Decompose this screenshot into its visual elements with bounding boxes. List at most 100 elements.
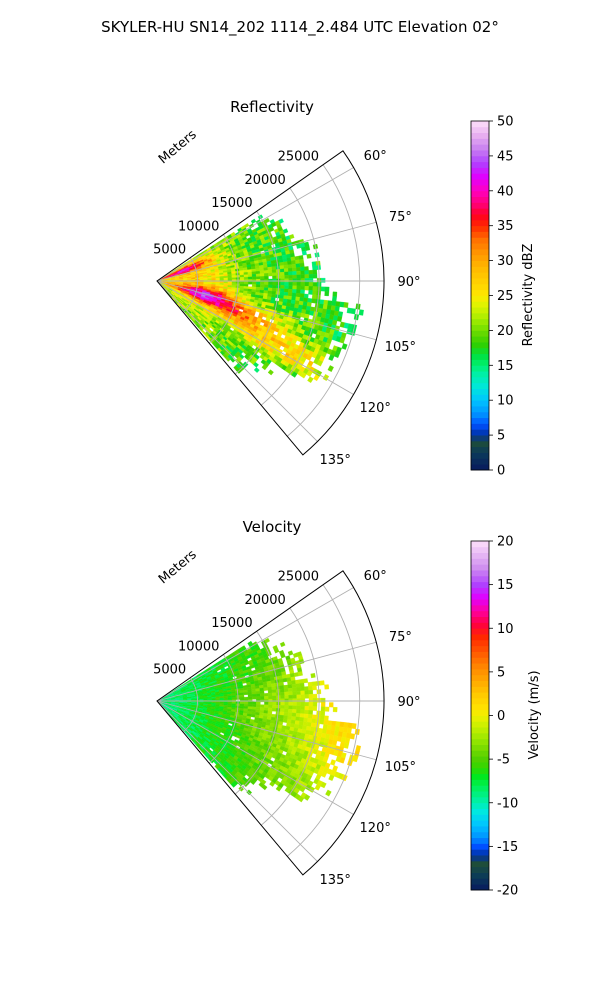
reflectivity-cell [324,286,330,292]
velocity-cell [287,680,292,686]
velocity-cell [227,697,233,700]
velocity-cell [260,698,265,703]
velocity-cell [272,695,277,700]
azimuth-tick-label: 135° [320,873,351,888]
velocity-cell [351,723,357,730]
reflectivity-cell [271,290,277,295]
velocity-cell [239,697,245,700]
velocity-cell [288,698,293,703]
colorbar-tick-label: 10 [497,394,514,409]
reflectivity-cell [292,271,297,276]
colorbar-tick-label: 5 [497,429,505,444]
reflectivity-cell [264,275,269,280]
velocity-cell [304,709,309,715]
reflectivity-cell [292,278,297,283]
velocity-cell [296,690,301,696]
velocity-cell [324,706,330,712]
colorbar-segment [471,208,489,215]
colorbar-segment [471,429,489,436]
velocity-cell [320,706,326,712]
velocity-cell [250,714,256,718]
reflectivity-cell [288,271,293,276]
reflectivity-cell [271,287,277,292]
colorbar-tick-label: -10 [497,796,518,811]
reflectivity-cell [288,285,293,290]
reflectivity-cell [320,286,326,292]
reflectivity-cell [300,270,305,275]
reflectivity-cell [312,269,318,275]
range-ring-20000 [260,187,320,406]
velocity-colorbar: -20 -15 -10 -5 0 5 10 15 20 [470,535,518,899]
colorbar-tick-label: 5 [497,665,505,680]
range-tick-label: 20000 [244,173,285,188]
velocity-cell [264,701,269,706]
reflectivity-cell [247,281,253,285]
reflectivity-ticks: 5000 10000 15000 20000 25000 60° 75° 90° 105° 120… [153,149,420,468]
velocity-cell [331,720,337,727]
reflectivity-cell [284,285,289,290]
reflectivity-cell [320,277,326,283]
reflectivity-cell [283,291,289,297]
velocity-cell [264,704,269,708]
reflectivity-cell [311,294,317,300]
reflectivity-cell [215,278,220,281]
reflectivity-cell [272,284,277,289]
colorbar-segment [471,161,489,168]
velocity-cell [239,701,245,705]
velocity-cell [287,650,294,656]
velocity-cell [215,698,220,701]
reflectivity-cell [255,286,261,291]
reflectivity-cell [308,282,314,287]
reflectivity-cell [296,289,301,294]
velocity-cell [284,695,289,699]
reflectivity-cell [271,269,277,274]
velocity-cell [272,704,277,709]
velocity-cell [347,722,353,729]
velocity-cell [287,687,293,692]
reflectivity-cell [304,274,310,279]
colorbar-segment [471,773,489,780]
velocity-cell [296,698,302,703]
reflectivity-cell [292,274,297,279]
reflectivity-cell [243,274,249,278]
velocity-cell [268,701,273,706]
velocity-cell [292,691,297,696]
colorbar-segment [471,767,489,775]
colorbar-segment [471,668,489,676]
velocity-cell [284,691,289,696]
colorbar-segment [471,411,489,419]
reflectivity-cell [284,278,289,283]
colorbar-segment [471,371,489,378]
velocity-cell [296,705,301,710]
reflectivity-cell [247,271,253,275]
reflectivity-cell [334,305,340,312]
velocity-cell [243,692,249,696]
reflectivity-cell [291,260,296,265]
colorbar-tick-label: 15 [497,578,514,593]
reflectivity-cell [291,292,297,297]
colorbar-segment [471,440,489,448]
velocity-cell [287,684,293,689]
reflectivity-cell [283,261,288,266]
reflectivity-cell [247,276,253,280]
colorbar-segment [471,278,489,285]
reflectivity-cell [291,263,297,269]
colorbar-segment [471,342,489,349]
colorbar-segment [471,318,489,325]
reflectivity-cell [308,286,314,291]
colorbar-segment [471,575,489,583]
velocity-cell [296,687,301,692]
reflectivity-cell [231,277,237,280]
colorbar-segment [471,196,489,203]
velocity-cell [279,681,284,687]
reflectivity-cell [331,300,337,307]
colorbar-segment [471,872,489,879]
reflectivity-cell [300,372,307,379]
reflectivity-cell [250,218,257,224]
reflectivity-cell [296,282,302,287]
reflectivity-cell [288,274,293,279]
colorbar-segment [471,831,489,839]
velocity-cell [299,713,305,718]
reflectivity-cell [295,259,300,265]
velocity-cell [324,684,330,690]
